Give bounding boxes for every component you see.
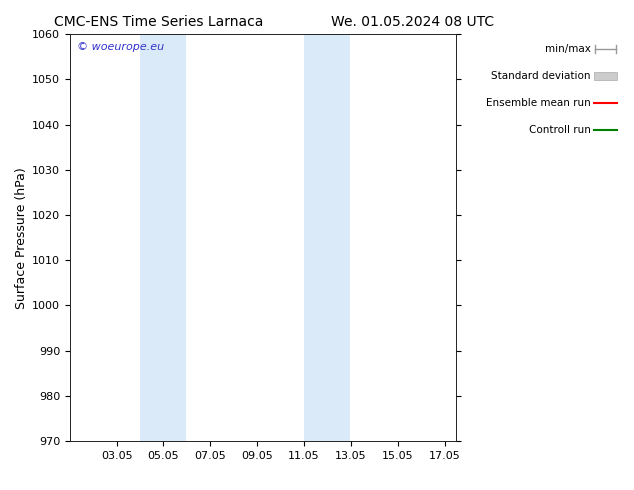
Bar (304, 34, 350, 441)
Text: min/max: min/max (545, 44, 591, 54)
FancyBboxPatch shape (594, 72, 617, 80)
Text: Controll run: Controll run (529, 125, 591, 135)
Text: CMC-ENS Time Series Larnaca: CMC-ENS Time Series Larnaca (54, 15, 263, 29)
Y-axis label: Surface Pressure (hPa): Surface Pressure (hPa) (15, 167, 28, 309)
Bar (140, 34, 186, 441)
Text: Ensemble mean run: Ensemble mean run (486, 98, 591, 108)
Text: © woeurope.eu: © woeurope.eu (77, 43, 165, 52)
Text: Standard deviation: Standard deviation (491, 71, 591, 81)
Text: We. 01.05.2024 08 UTC: We. 01.05.2024 08 UTC (330, 15, 494, 29)
